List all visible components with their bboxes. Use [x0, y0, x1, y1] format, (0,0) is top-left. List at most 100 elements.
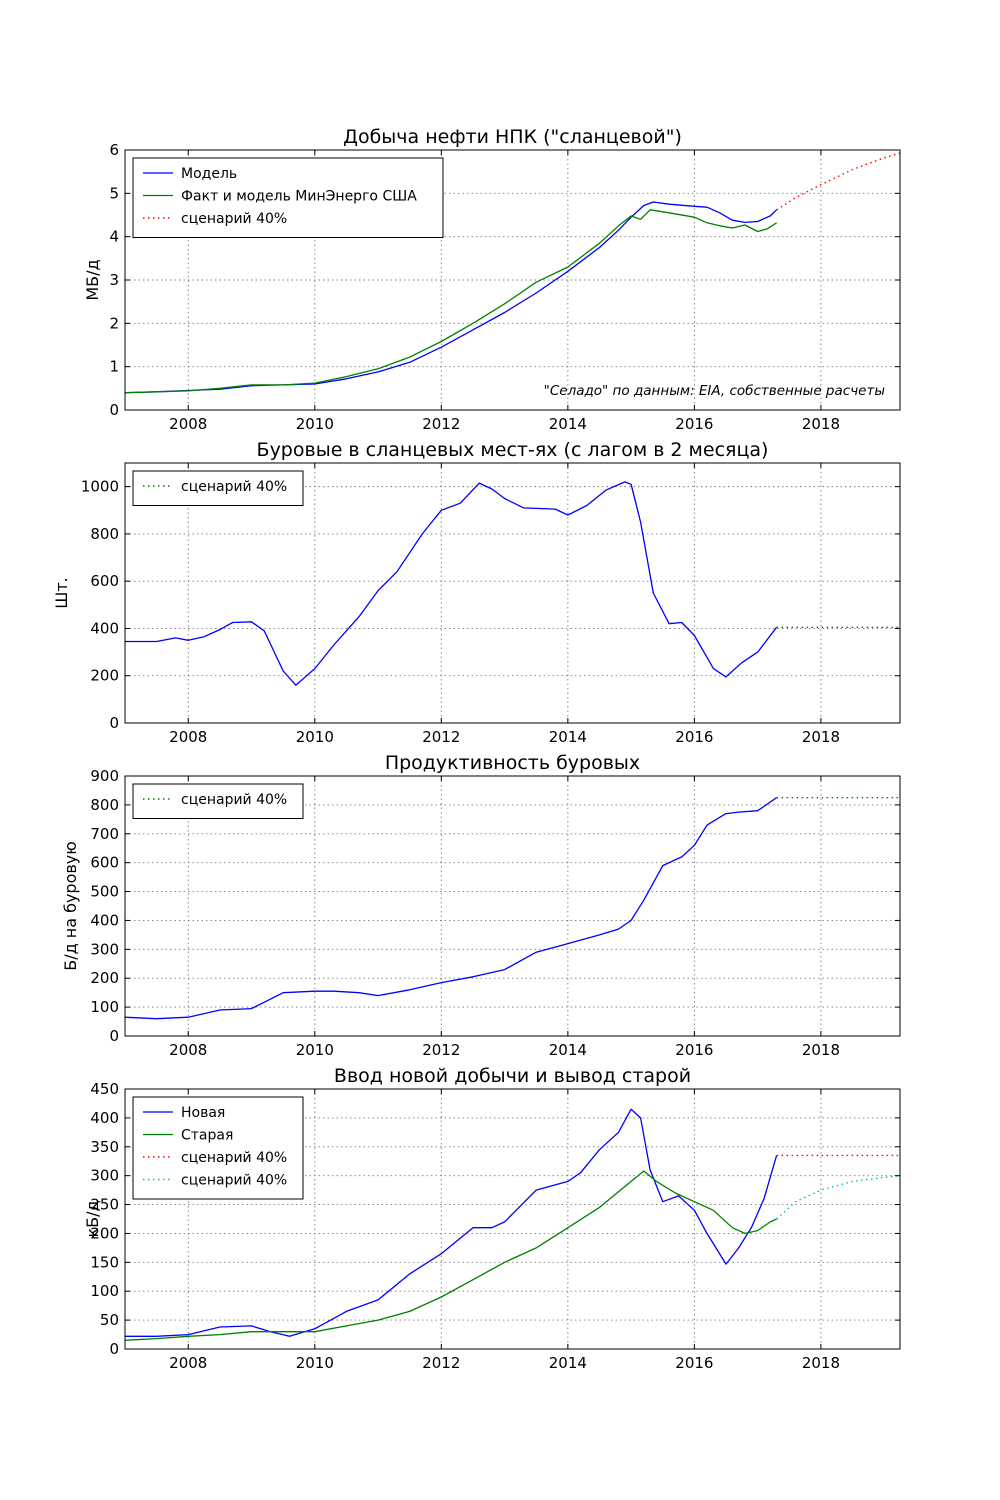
y-tick-label: 900 [90, 767, 119, 785]
y-tick-label: 450 [90, 1080, 119, 1098]
y-tick-label: 400 [90, 1109, 119, 1127]
chart-title: Ввод новой добычи и вывод старой [334, 1065, 691, 1087]
series-line-green-solid [125, 1170, 777, 1341]
series-line-green-solid [125, 209, 777, 394]
y-tick-label: 300 [90, 1167, 119, 1185]
x-tick-label: 2016 [675, 1041, 713, 1059]
y-axis-label: Б/д на буровую [61, 841, 80, 971]
y-tick-label: 1000 [81, 478, 119, 496]
chart-panels: 2008 2010 2012 2014 2016 2018 0 1 2 3 4 5 6 Добыча не… [52, 126, 901, 1372]
x-tick-label: 2014 [549, 1354, 587, 1372]
y-tick-label: 400 [90, 619, 119, 637]
y-tick-label: 2 [109, 314, 119, 332]
chart-title: Продуктивность буровых [385, 752, 640, 774]
plot-frame [124, 775, 901, 1037]
legend-label: сценарий 40% [181, 1150, 287, 1166]
x-tick-label: 2016 [675, 1354, 713, 1372]
y-tick-label: 100 [90, 998, 119, 1016]
series-line-blue [125, 797, 777, 1020]
x-tick-label: 2014 [549, 415, 587, 433]
y-tick-label: 0 [109, 1027, 119, 1045]
plot-frame [124, 1088, 901, 1350]
legend-box [132, 1096, 304, 1200]
series-group [125, 481, 900, 686]
legend-label: Модель [181, 166, 237, 182]
legend-label: Новая [181, 1105, 225, 1121]
x-tick-label: 2008 [169, 415, 207, 433]
y-tick-label: 400 [90, 911, 119, 929]
legend: сценарий 40% [132, 783, 304, 819]
x-tick-label: 2018 [802, 728, 840, 746]
x-tick-label: 2010 [296, 415, 334, 433]
legend: Новая Старая сценарий 40% сценарий 40% [132, 1096, 304, 1200]
x-tick-label: 2018 [802, 415, 840, 433]
y-tick-label: 600 [90, 572, 119, 590]
y-tick-label: 3 [109, 271, 119, 289]
chart-panel-2: 2008 2010 2012 2014 2016 2018 0 200 400 600 800 100… [52, 439, 901, 746]
y-tick-label: 350 [90, 1138, 119, 1156]
series-line-blue-solid [125, 1108, 778, 1337]
y-tick-label: 150 [90, 1253, 119, 1271]
chart-panel-3: 2008 2010 2012 2014 2016 2018 0 100 200 300 400 500… [61, 752, 901, 1059]
chart-panel-4: 2008 2010 2012 2014 2016 2018 0 50 100 150 200 250 3… [83, 1065, 901, 1372]
legend-label: сценарий 40% [181, 211, 287, 227]
chart-title: Добыча нефти НПК ("сланцевой") [343, 126, 682, 148]
series-line-blue [125, 481, 778, 686]
x-tick-label: 2018 [802, 1041, 840, 1059]
y-tick-label: 200 [90, 667, 119, 685]
x-tick-label: 2018 [802, 1354, 840, 1372]
chart-title: Буровые в сланцевых мест-ях (с лагом в 2… [257, 439, 769, 461]
legend-label: сценарий 40% [181, 479, 287, 495]
x-tick-label: 2008 [169, 1354, 207, 1372]
y-tick-label: 800 [90, 796, 119, 814]
y-axis-label: кБ/д [83, 1200, 102, 1237]
legend-box [132, 783, 304, 819]
source-annotation: "Селадо" по данным: EIA, собственные рас… [544, 383, 886, 399]
x-tick-label: 2014 [549, 728, 587, 746]
y-axis-label: Шт. [52, 577, 71, 609]
y-tick-label: 100 [90, 1282, 119, 1300]
y-tick-label: 500 [90, 883, 119, 901]
x-tick-label: 2010 [296, 1041, 334, 1059]
x-tick-label: 2014 [549, 1041, 587, 1059]
y-tick-label: 5 [109, 184, 119, 202]
y-tick-label: 200 [90, 1224, 119, 1242]
y-tick-label: 800 [90, 525, 119, 543]
chart-panel-1: 2008 2010 2012 2014 2016 2018 0 1 2 3 4 5 6 Добыча не… [83, 126, 901, 433]
plot-frame [124, 462, 901, 724]
y-tick-label: 200 [90, 969, 119, 987]
y-tick-label: 0 [109, 1340, 119, 1358]
legend-label: Старая [181, 1128, 233, 1144]
y-tick-label: 0 [109, 401, 119, 419]
legend-label: сценарий 40% [181, 1173, 287, 1189]
y-tick-label: 50 [100, 1311, 119, 1329]
legend: сценарий 40% [132, 470, 304, 506]
x-tick-label: 2012 [422, 728, 460, 746]
x-tick-label: 2012 [422, 1354, 460, 1372]
y-tick-label: 600 [90, 854, 119, 872]
x-tick-label: 2016 [675, 415, 713, 433]
y-tick-label: 700 [90, 825, 119, 843]
x-tick-label: 2012 [422, 1041, 460, 1059]
y-axis-label: МБ/д [83, 259, 102, 300]
x-tick-label: 2012 [422, 415, 460, 433]
x-tick-label: 2010 [296, 1354, 334, 1372]
series-group [125, 1108, 900, 1341]
y-tick-label: 300 [90, 940, 119, 958]
x-tick-label: 2008 [169, 1041, 207, 1059]
series-group [125, 797, 900, 1020]
legend: Модель Факт и модель МинЭнерго США сценари… [132, 157, 444, 238]
y-tick-label: 4 [109, 228, 119, 246]
x-tick-label: 2016 [675, 728, 713, 746]
series-line-cyan-dotted [776, 1175, 900, 1220]
y-tick-label: 250 [90, 1196, 119, 1214]
y-tick-label: 6 [109, 141, 119, 159]
y-tick-label: 0 [109, 714, 119, 732]
legend-label: сценарий 40% [181, 792, 287, 808]
legend-box [132, 157, 444, 238]
series-group [125, 152, 900, 394]
legend-label: Факт и модель МинЭнерго США [181, 189, 417, 205]
x-tick-label: 2008 [169, 728, 207, 746]
